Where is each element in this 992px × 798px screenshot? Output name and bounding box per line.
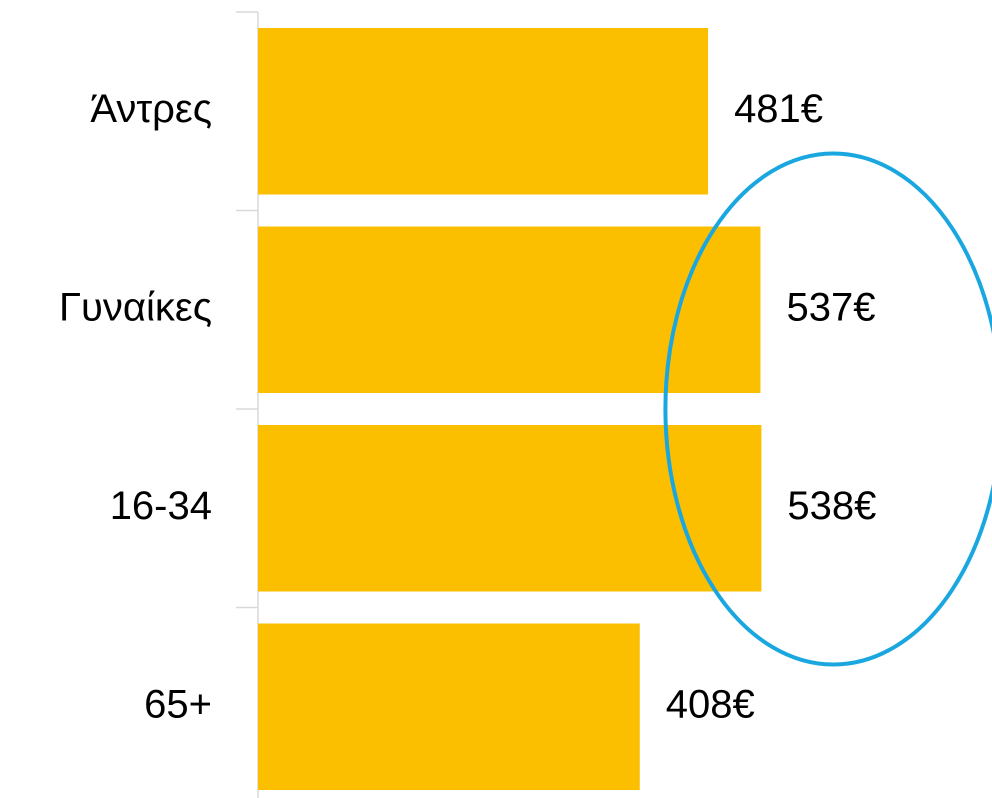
category-label: 16-34 (110, 484, 212, 528)
category-label: 65+ (144, 682, 212, 726)
value-label: 408€ (666, 682, 755, 726)
highlight-ellipse (663, 151, 992, 667)
category-label: Γυναίκες (59, 285, 212, 329)
value-label: 537€ (786, 285, 875, 329)
value-label: 538€ (787, 484, 876, 528)
label-layer: Άντρες 481€ Γυναίκες 537€ 16-34 538€ 65+ 408€ (59, 87, 876, 727)
axis-layer (236, 11, 259, 798)
bar-65 (258, 623, 640, 790)
bar-layer (258, 28, 762, 790)
category-label: Άντρες (90, 87, 212, 131)
value-label: 481€ (734, 87, 823, 131)
bar-16-34 (258, 425, 762, 592)
bar-cat-2 (258, 226, 761, 393)
annotation-layer (663, 151, 992, 667)
bar-cat-1 (258, 28, 709, 195)
